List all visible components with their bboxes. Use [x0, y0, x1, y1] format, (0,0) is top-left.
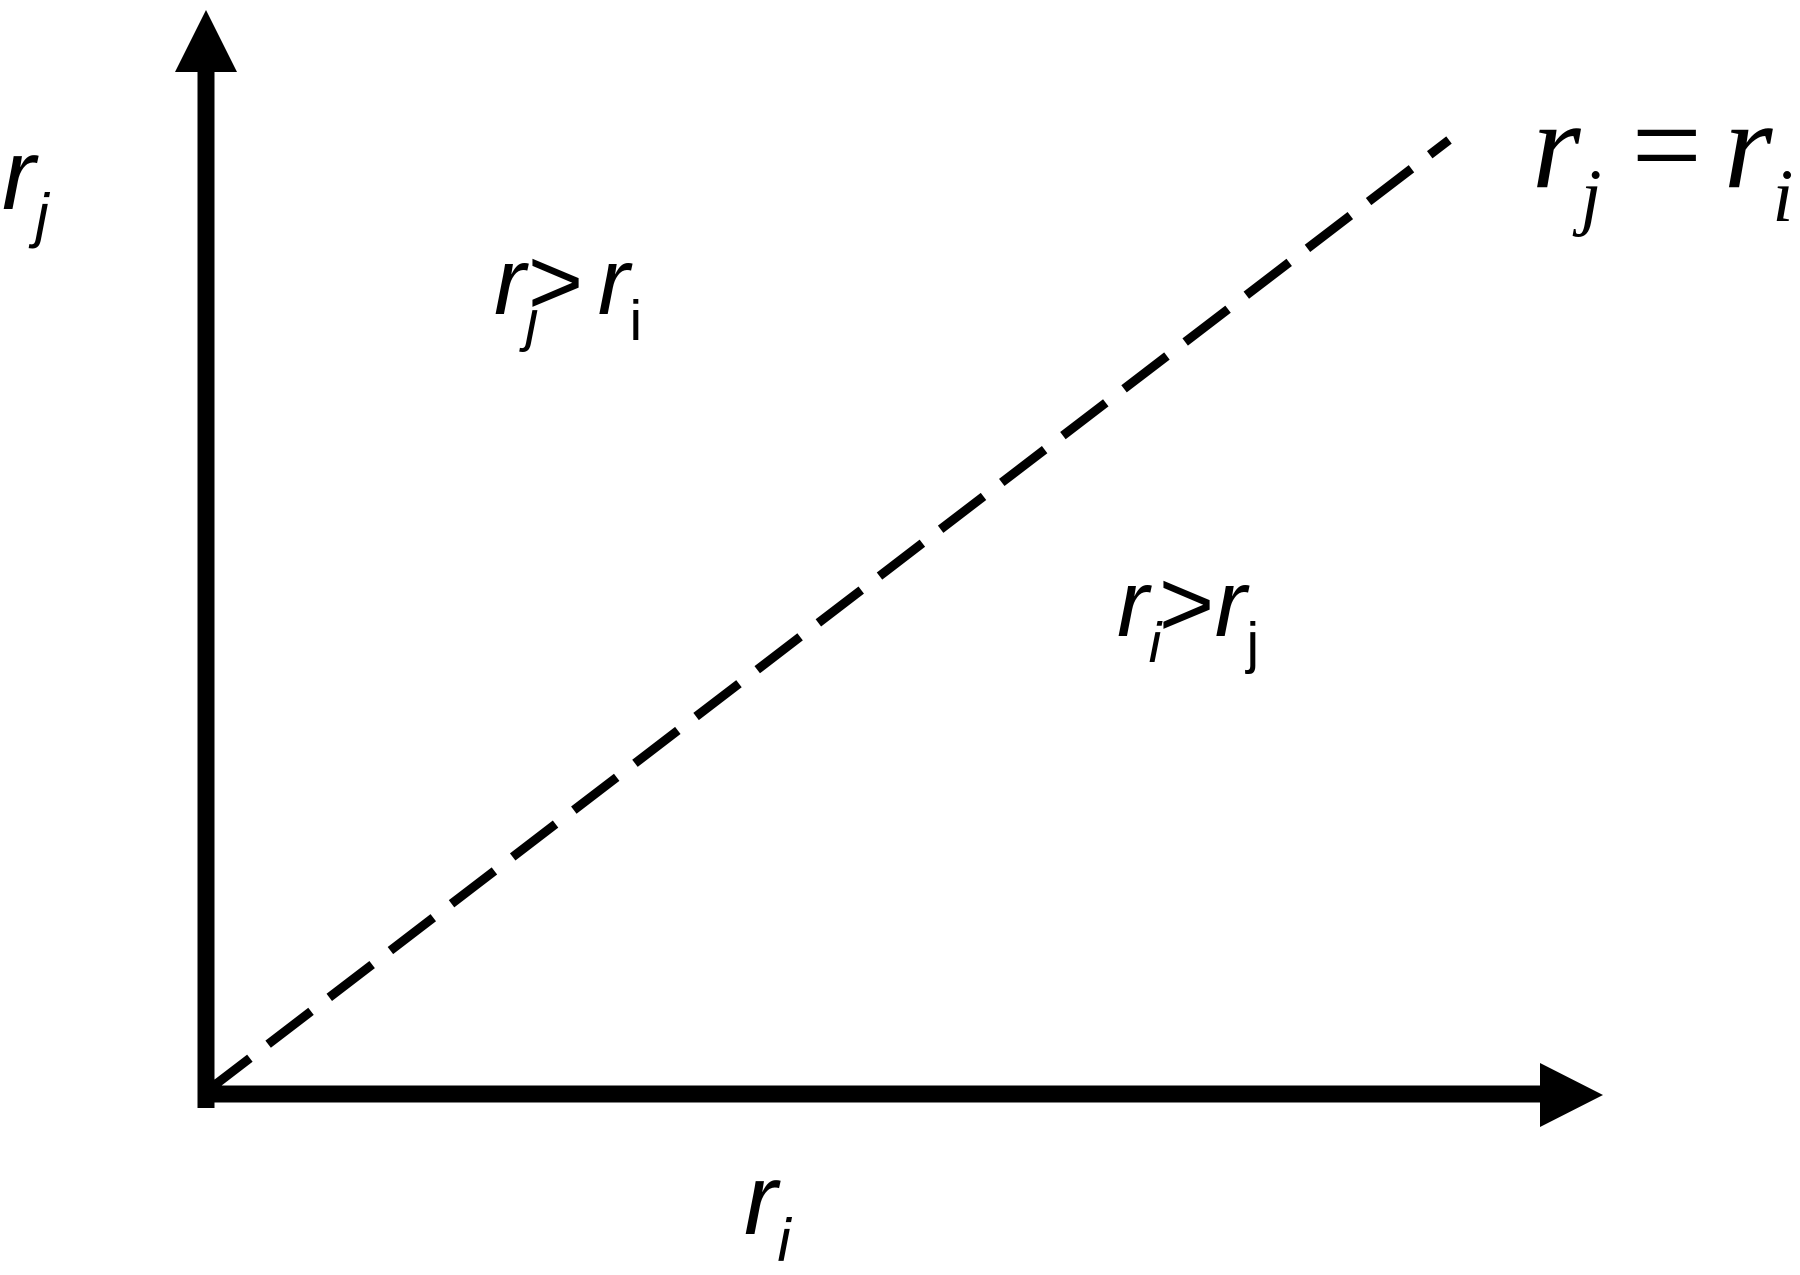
lower-region-sub2: j — [1246, 610, 1260, 675]
lower-region-sub1: i — [1148, 610, 1162, 675]
y-axis-label: rj — [2, 125, 49, 246]
lower-region-label: ri>rj — [1117, 557, 1259, 672]
lower-region-base2: r — [1214, 551, 1247, 657]
upper-region-base2: r — [597, 229, 630, 335]
diagonal-label-base2: r — [1723, 77, 1773, 215]
identity-dashed-line — [204, 136, 1452, 1095]
upper-region-base1: r — [494, 229, 526, 335]
x-axis-arrowhead-icon — [1540, 1063, 1603, 1127]
lower-region-operator: > — [1157, 551, 1213, 657]
diagonal-label-sub1: j — [1580, 154, 1602, 238]
diagonal-label-sub2: i — [1772, 154, 1794, 238]
y-axis-label-subscript: j — [35, 182, 49, 249]
x-axis-label-subscript: i — [777, 1207, 791, 1274]
upper-region-label: rj> ri — [494, 235, 642, 350]
x-axis-label-base: r — [744, 1144, 778, 1256]
x-axis-label: ri — [744, 1150, 791, 1271]
diagonal-line-label: rj = ri — [1532, 84, 1793, 234]
diagonal-label-base1: r — [1532, 77, 1581, 215]
lower-region-base1: r — [1117, 551, 1149, 657]
upper-region-sub1: j — [525, 288, 539, 353]
y-axis-arrowhead-icon — [175, 10, 237, 72]
upper-region-sub2: i — [629, 288, 643, 353]
diagonal-label-operator: = — [1623, 77, 1708, 215]
upper-region-operator: > — [526, 229, 582, 335]
y-axis-label-base: r — [2, 119, 36, 231]
